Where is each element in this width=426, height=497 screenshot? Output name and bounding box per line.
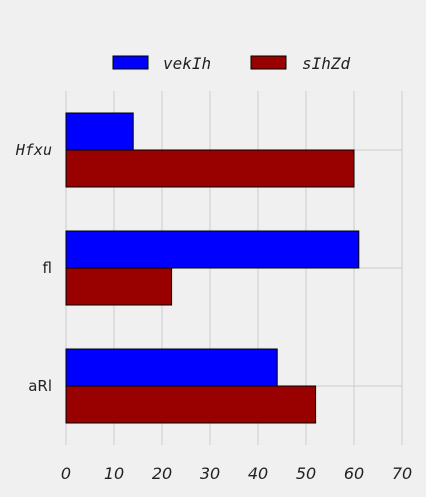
legend-label-series-0: vekIh [163,54,211,73]
x-tick-label-6: 60 [344,464,364,483]
bar-vekIh-fl [65,230,360,269]
legend: vekIh sIhZd [112,54,351,73]
x-tick-label-4: 40 [248,464,268,483]
bar-sIhZd-Hfxu [65,149,355,188]
legend-swatch-series-0 [112,55,149,70]
bar-sIhZd-fl [65,267,173,306]
bars [65,112,360,424]
y-axis-ticks: Hfxu fl aRl [15,141,52,395]
legend-label-series-1: sIhZd [302,54,351,73]
y-tick-label-0: Hfxu [15,141,52,159]
x-tick-label-5: 50 [296,464,316,483]
bar-sIhZd-aRl [65,385,317,424]
x-tick-label-0: 0 [61,464,71,483]
bar-vekIh-aRl [65,348,278,387]
x-tick-label-3: 30 [200,464,220,483]
x-axis-ticks: 0 10 20 30 40 50 60 70 [61,464,412,483]
x-tick-label-1: 10 [104,464,124,483]
x-tick-label-7: 70 [392,464,412,483]
y-tick-label-2: aRl [28,377,52,395]
y-tick-label-1: fl [43,259,52,277]
x-tick-label-2: 20 [152,464,172,483]
bar-vekIh-Hfxu [65,112,134,151]
legend-swatch-series-1 [250,55,287,70]
